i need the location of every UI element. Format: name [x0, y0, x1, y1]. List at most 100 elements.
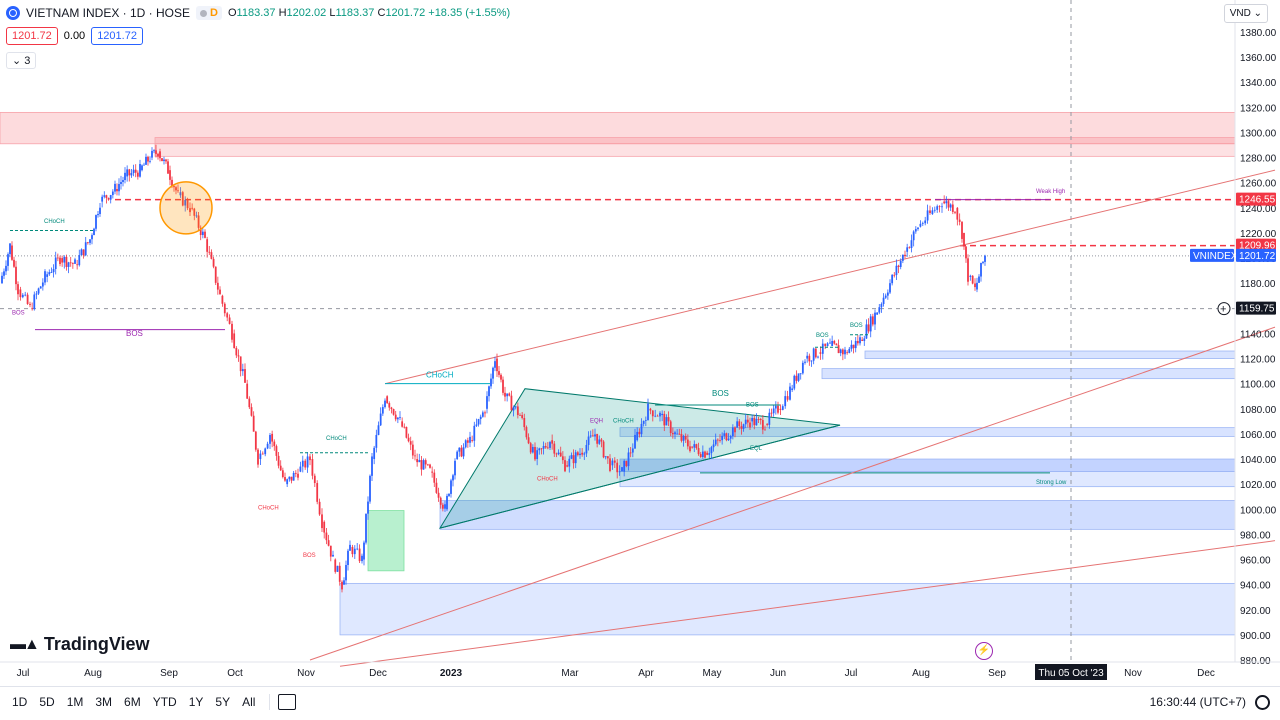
candle-body — [540, 448, 543, 450]
chevron-down-icon: ⌄ — [1253, 8, 1262, 19]
candle-body — [594, 434, 596, 437]
range-1y[interactable]: 1Y — [188, 695, 204, 709]
candle-body — [676, 433, 679, 435]
candle-body — [403, 426, 406, 428]
candle-body — [536, 450, 539, 460]
candle-body — [177, 190, 179, 192]
candle-body — [678, 433, 681, 435]
clock-time[interactable]: 16:30:44 (UTC+7) — [1149, 695, 1246, 709]
candle-body — [606, 456, 609, 459]
candle-body — [667, 417, 670, 422]
range-3m[interactable]: 3M — [95, 695, 113, 709]
candle-body — [292, 472, 295, 481]
candle-body — [396, 417, 399, 420]
price-tick: 1320.00 — [1240, 103, 1277, 114]
range-5y[interactable]: 5Y — [215, 695, 231, 709]
candle-body — [116, 189, 118, 192]
candle-body — [551, 440, 554, 444]
candle-body — [941, 206, 943, 208]
indicators-toggle[interactable]: ⌄ 3 — [6, 52, 37, 69]
range-ytd[interactable]: YTD — [152, 695, 177, 709]
candle-body — [837, 345, 840, 354]
candle-body — [949, 204, 952, 208]
candle-body — [882, 297, 885, 305]
candle-body — [523, 418, 526, 428]
candle-body — [486, 396, 488, 409]
candle-body — [829, 342, 831, 344]
candle-body — [109, 195, 112, 200]
range-all[interactable]: All — [242, 695, 256, 709]
candle-body — [130, 173, 133, 176]
candle-body — [826, 343, 829, 347]
gear-icon[interactable] — [1255, 694, 1270, 710]
candle-body — [214, 266, 217, 283]
candle-body — [926, 210, 929, 221]
candle-body — [159, 151, 161, 159]
candle-body — [564, 460, 566, 472]
candle-body — [379, 413, 382, 426]
symbol-logo-icon — [6, 6, 20, 20]
candle-body — [895, 265, 898, 276]
candle-body — [111, 191, 114, 196]
candle-body — [647, 403, 649, 421]
candle-body — [273, 441, 276, 447]
calendar-icon[interactable] — [278, 694, 297, 710]
market-status[interactable]: D — [196, 6, 222, 20]
candle-body — [538, 448, 541, 451]
supply-demand-zones — [0, 111, 1236, 636]
candle-body — [206, 239, 209, 252]
candle-body — [734, 427, 736, 433]
candle-body — [961, 221, 963, 239]
candle-body — [15, 266, 17, 285]
candle-body — [965, 246, 967, 259]
currency-selector[interactable]: VND ⌄ — [1223, 4, 1268, 23]
range-5d[interactable]: 5D — [39, 695, 55, 709]
candle-body — [570, 455, 573, 459]
candle-body — [833, 341, 836, 344]
candle-body — [766, 423, 769, 425]
demand-zone — [619, 458, 1236, 473]
lightning-icon[interactable]: ⚡ — [975, 642, 993, 660]
candle-body — [126, 169, 129, 177]
candle-body — [71, 263, 74, 264]
candle-body — [416, 459, 419, 463]
price-tick: 960.00 — [1240, 556, 1271, 567]
channel-upper — [384, 169, 1276, 385]
candle-body — [365, 513, 367, 543]
buy-price[interactable]: 1201.72 — [91, 27, 143, 45]
range-6m[interactable]: 6M — [124, 695, 141, 709]
candle-body — [244, 369, 246, 383]
candle-body — [441, 504, 444, 509]
range-1m[interactable]: 1M — [66, 695, 84, 709]
sell-price[interactable]: 1201.72 — [6, 27, 58, 45]
candle-body — [63, 256, 66, 263]
price-tag-text: 1246.55 — [1239, 195, 1276, 206]
candle-body — [241, 369, 244, 372]
candle-body — [199, 227, 202, 235]
tradingview-logo[interactable]: ▬▲ TradingView — [10, 634, 150, 655]
candle-body — [906, 247, 909, 252]
symbol-title[interactable]: VIETNAM INDEX · 1D · HOSE — [26, 6, 191, 20]
candle-body — [394, 414, 397, 420]
price-chart[interactable]: BOSBOSBOSBOSBOSBOSBOSCHoCHCHoCHCHoCHCHoC… — [0, 0, 1280, 686]
candle-body — [742, 424, 745, 429]
candle-body — [654, 415, 657, 417]
trend-lines — [0, 0, 1276, 667]
candle-body — [179, 192, 182, 196]
candle-body — [772, 408, 775, 414]
candle-body — [936, 206, 939, 210]
candle-body — [313, 475, 316, 484]
candle-body — [78, 255, 81, 266]
choch-label: CHoCH — [44, 219, 65, 225]
candle-body — [587, 436, 590, 445]
candle-body — [791, 388, 794, 390]
candle-body — [671, 433, 674, 435]
candle-body — [266, 443, 269, 449]
candle-body — [784, 396, 787, 407]
candle-body — [41, 282, 44, 287]
candle-body — [812, 348, 815, 361]
candle-body — [984, 255, 986, 262]
candle-body — [128, 169, 131, 176]
range-1d[interactable]: 1D — [12, 695, 28, 709]
candle-body — [39, 286, 42, 289]
